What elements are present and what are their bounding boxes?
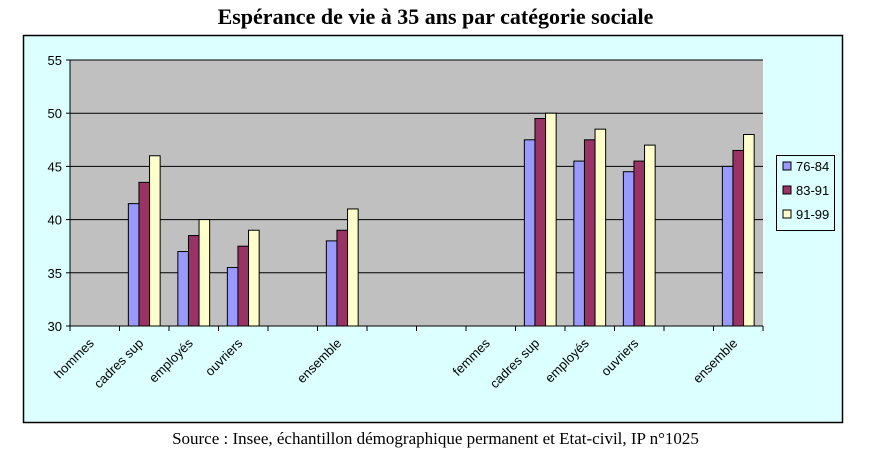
bar-83-91	[336, 229, 349, 327]
bar-91-99	[347, 208, 359, 327]
bar-76-84	[721, 165, 734, 327]
y-tick-label: 35	[48, 266, 62, 281]
bar-91-99	[743, 133, 755, 327]
bar-91-99	[149, 155, 161, 327]
bar-83-91	[187, 235, 200, 327]
bar-83-91	[732, 149, 745, 327]
y-tick-label: 45	[48, 159, 62, 174]
bar-83-91	[138, 181, 151, 327]
source-note: Source : Insee, échantillon démographiqu…	[172, 429, 699, 448]
legend-swatch	[782, 185, 792, 195]
bar-76-84	[573, 160, 585, 327]
bar-76-84	[523, 139, 536, 327]
y-tick-label: 50	[48, 106, 62, 121]
bar-83-91	[534, 118, 547, 327]
legend-label: 83-91	[796, 183, 829, 198]
bar-91-99	[644, 144, 656, 327]
bar-76-84	[325, 240, 338, 327]
y-tick-label: 30	[48, 319, 62, 334]
chart-title: Espérance de vie à 35 ans par catégorie …	[217, 4, 654, 29]
bar-83-91	[583, 139, 596, 327]
bar-91-99	[545, 112, 557, 327]
bar-91-99	[594, 128, 607, 327]
bar-76-84	[177, 251, 189, 327]
bar-76-84	[127, 203, 140, 327]
bar-83-91	[237, 245, 250, 327]
y-tick-label: 55	[48, 53, 62, 68]
bar-76-84	[226, 266, 239, 327]
legend: 76-84 83-91 91-99	[776, 155, 835, 231]
bar-76-84	[622, 171, 635, 327]
legend-label: 91-99	[796, 207, 829, 222]
legend-swatch	[782, 209, 792, 219]
y-tick-label: 40	[48, 213, 62, 228]
bar-91-99	[198, 219, 211, 327]
plot-area	[70, 60, 763, 326]
legend-label: 76-84	[796, 159, 829, 174]
legend-swatch	[782, 161, 792, 171]
bar-91-99	[248, 229, 260, 327]
bar-83-91	[633, 160, 646, 327]
